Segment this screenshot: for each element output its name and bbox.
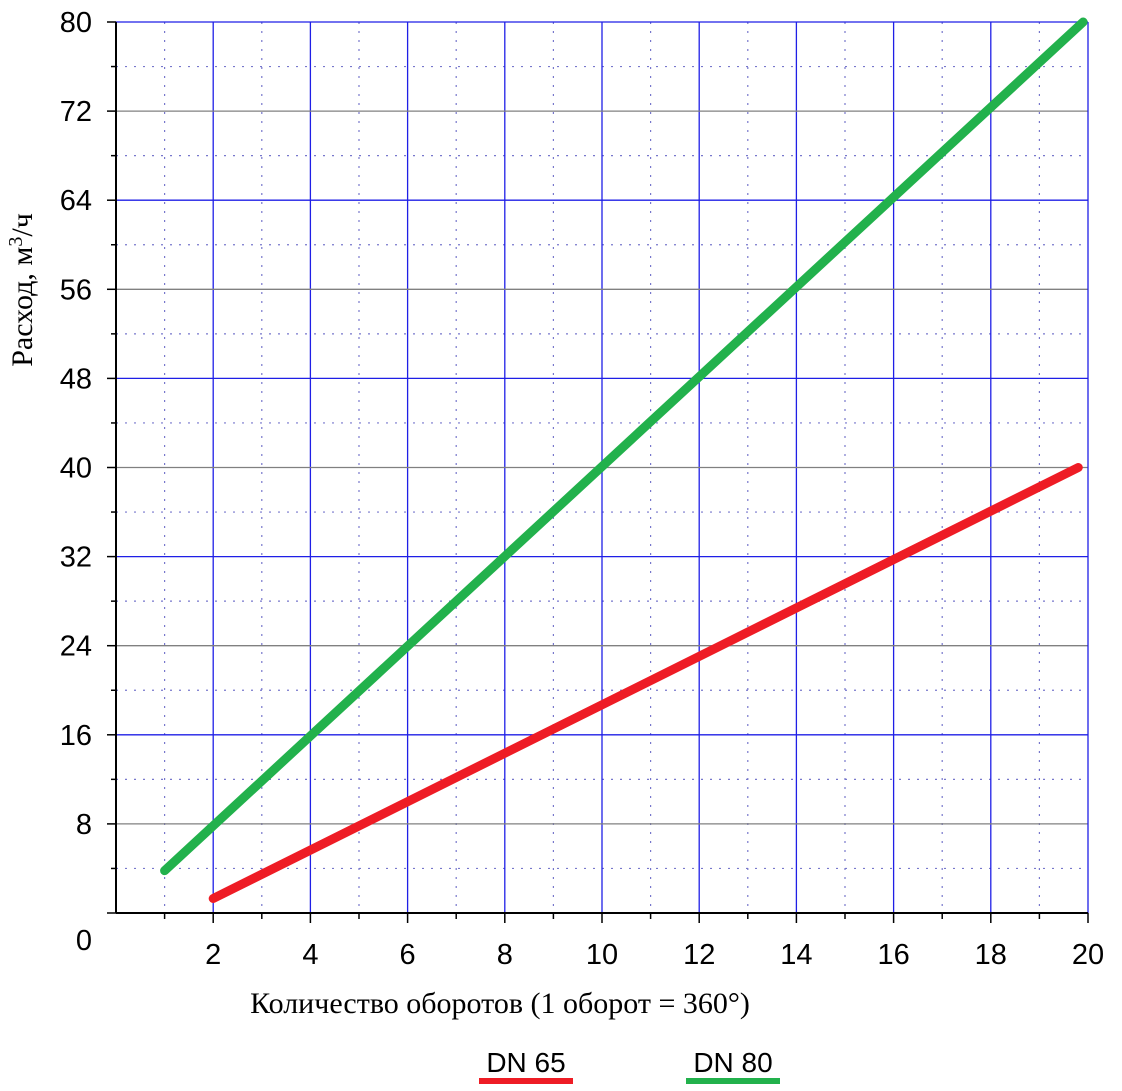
legend: DN 65 DN 80 bbox=[479, 1047, 780, 1084]
series-line-dn80 bbox=[160, 17, 1088, 876]
legend-label-dn65: DN 65 bbox=[486, 1047, 565, 1078]
y-tick-label: 72 bbox=[60, 96, 92, 128]
y-tick-label: 48 bbox=[60, 363, 92, 395]
y-axis-title-tail: /ч bbox=[6, 213, 39, 236]
y-tick-labels: 0 8 16 24 32 40 48 56 64 72 80 bbox=[60, 7, 92, 957]
y-tick-label: 40 bbox=[60, 453, 92, 485]
axes bbox=[107, 21, 1089, 923]
y-tick-label: 32 bbox=[60, 542, 92, 574]
y-tick-label: 8 bbox=[76, 809, 92, 841]
y-axis-title-sup: 3 bbox=[5, 237, 27, 247]
y-tick-label: 56 bbox=[60, 274, 92, 306]
major-grid bbox=[116, 22, 1088, 913]
y-tick-label: 0 bbox=[76, 925, 92, 957]
x-tick-label: 14 bbox=[780, 939, 812, 971]
x-axis-title: Количество оборотов (1 оборот = 360°) bbox=[250, 987, 750, 1020]
x-tick-label: 10 bbox=[586, 939, 618, 971]
legend-entry-dn80: DN 80 bbox=[686, 1047, 780, 1084]
x-tick-label: 4 bbox=[302, 939, 318, 971]
y-tick-label: 80 bbox=[60, 7, 92, 39]
series-line-dn65 bbox=[208, 463, 1083, 904]
x-tick-labels: 2 4 6 8 10 12 14 16 18 20 bbox=[205, 939, 1104, 971]
y-tick-label: 24 bbox=[60, 631, 92, 663]
y-axis-title-main: Расход, м bbox=[6, 247, 39, 367]
x-tick-label: 8 bbox=[497, 939, 513, 971]
x-tick-label: 2 bbox=[205, 939, 221, 971]
y-axis-title: Расход, м3/ч bbox=[5, 213, 39, 367]
y-tick-label: 16 bbox=[60, 720, 92, 752]
x-tick-label: 20 bbox=[1072, 939, 1104, 971]
legend-entry-dn65: DN 65 bbox=[479, 1047, 573, 1084]
series-lines bbox=[160, 17, 1088, 904]
legend-label-dn80: DN 80 bbox=[693, 1047, 772, 1078]
x-tick-label: 16 bbox=[877, 939, 909, 971]
y-tick-label: 64 bbox=[60, 185, 92, 217]
x-tick-label: 6 bbox=[400, 939, 416, 971]
x-tick-label: 12 bbox=[683, 939, 715, 971]
x-tick-label: 18 bbox=[975, 939, 1007, 971]
